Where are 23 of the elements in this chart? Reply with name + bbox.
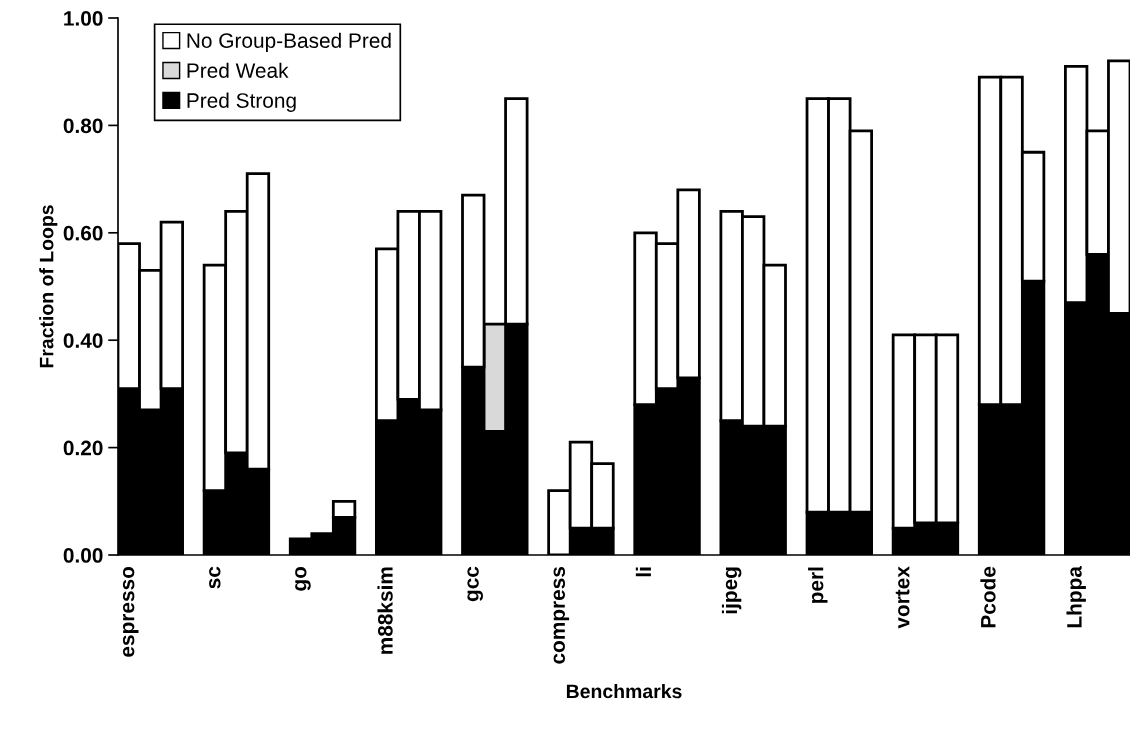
x-tick-label: Pcode (980, 566, 996, 628)
x-tick-label: li (635, 567, 651, 577)
legend-label: No Group-Based Pred (187, 32, 391, 53)
x-axis-title: Benchmarks (566, 683, 682, 699)
y-tick-label: 0.20 (63, 440, 103, 456)
y-tick-label: 0.80 (63, 118, 103, 134)
x-tick-label: gcc (467, 566, 483, 602)
y-tick-label: 0.60 (63, 225, 103, 241)
x-tick-label: ijpeg (721, 567, 742, 614)
x-tick-label: go (295, 566, 311, 591)
x-tick-label: sc (209, 566, 221, 589)
x-tick-label: vortex (895, 566, 910, 629)
x-tick-label: perl (808, 567, 828, 603)
x-tick-label: Lhppa (1066, 565, 1086, 628)
y-tick-label: 0.00 (63, 548, 103, 563)
x-tick-label: espresso (122, 566, 139, 657)
y-tick-label: 1.00 (64, 11, 103, 26)
x-tick-label: compress (553, 566, 570, 664)
y-tick-label: 0.40 (63, 333, 103, 348)
x-tick-label: m88ksim (377, 567, 393, 654)
legend-label: Pred Weak (187, 62, 289, 78)
y-axis-title: Fraction of Loops (39, 205, 58, 368)
legend-label: Pred Strong (187, 92, 296, 113)
